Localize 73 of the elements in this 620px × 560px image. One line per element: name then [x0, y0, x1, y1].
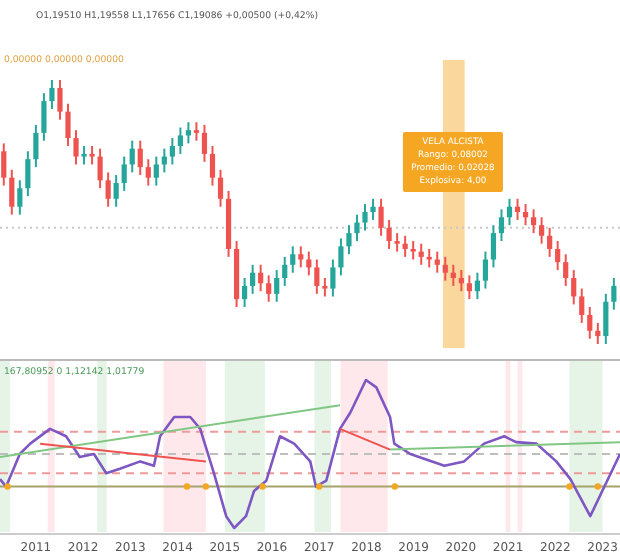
candlestick — [474, 271, 480, 301]
candlestick — [563, 253, 569, 287]
candlestick — [442, 255, 448, 282]
candlestick — [434, 250, 440, 274]
candlestick — [450, 263, 456, 287]
candlestick — [217, 168, 224, 208]
candlestick — [137, 139, 143, 177]
candlestick — [17, 179, 23, 216]
candlestick — [571, 269, 577, 306]
candlestick — [185, 121, 192, 145]
candlestick — [105, 171, 111, 208]
candlestick — [611, 277, 617, 311]
candlestick — [394, 232, 400, 253]
candlestick — [522, 203, 529, 227]
candlestick — [121, 155, 127, 192]
candlestick — [1, 142, 7, 187]
candlestick — [579, 287, 585, 324]
candlestick — [113, 174, 119, 208]
candlestick — [506, 197, 513, 227]
candlestick — [145, 158, 151, 187]
candlestick — [490, 224, 497, 269]
candlestick — [514, 197, 521, 221]
candlestick — [298, 245, 304, 269]
candlestick — [129, 139, 135, 174]
candlestick — [81, 145, 87, 166]
candlestick — [209, 145, 216, 187]
candlestick — [362, 203, 368, 232]
candlestick — [482, 250, 489, 290]
candlestick — [282, 255, 288, 287]
candlestick — [193, 121, 200, 142]
candlestick — [73, 129, 79, 166]
candlestick — [370, 197, 376, 221]
candlestick — [402, 234, 408, 258]
candlestick — [274, 269, 280, 303]
candlestick — [426, 247, 432, 269]
candlestick — [555, 240, 561, 272]
candlestick — [242, 277, 248, 309]
candlestick — [49, 79, 55, 111]
candlestick — [250, 263, 256, 295]
candlestick — [153, 155, 159, 187]
candlestick — [458, 269, 464, 293]
candlestick — [65, 102, 71, 147]
candlestick — [530, 208, 537, 235]
candlestick — [378, 197, 384, 237]
candlestick — [587, 306, 593, 340]
candlestick — [25, 150, 31, 198]
candlestick — [595, 321, 601, 345]
candlestick — [418, 242, 424, 266]
candlestick — [314, 258, 320, 295]
candlestick — [41, 92, 47, 142]
candlestick — [322, 277, 328, 298]
candlestick — [266, 274, 272, 303]
candlestick — [498, 208, 505, 243]
candlestick — [338, 237, 344, 277]
candlestick — [177, 126, 183, 155]
candlestick — [539, 216, 545, 245]
candlestick — [169, 137, 175, 166]
candlestick — [547, 226, 553, 258]
candlestick — [330, 258, 336, 298]
candlestick — [9, 168, 15, 216]
candlestick — [386, 218, 392, 250]
candlestick — [290, 245, 296, 274]
candlestick — [89, 145, 95, 166]
candlestick — [346, 224, 352, 256]
candlestick — [201, 123, 208, 163]
candlestick — [410, 240, 416, 261]
candlestick — [33, 123, 39, 169]
candlestick — [603, 292, 609, 345]
candlestick — [57, 79, 63, 121]
candlestick — [258, 263, 264, 293]
candlestick — [466, 274, 472, 301]
candlestick — [97, 147, 103, 190]
candlestick — [354, 213, 360, 243]
